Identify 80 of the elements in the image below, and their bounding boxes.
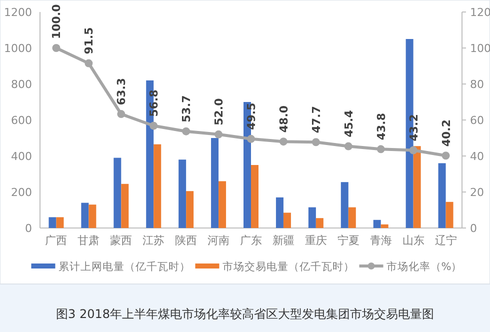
bar [348,207,356,228]
y2-tick-label: 120 [470,6,490,19]
y2-tick-label: 60 [470,114,484,127]
point [376,145,385,154]
point [150,122,158,130]
y-tick-label: 600 [11,114,32,127]
x-tick-label: 河南 [208,234,230,247]
point [344,142,352,150]
point [247,134,255,143]
x-tick-label: 辽宁 [434,234,457,247]
bar [114,158,122,228]
y-tick-label: 400 [11,150,32,163]
text: 图3 2018年上半年煤电市场化率较高省区大型发电集团市场交易电量图 [56,307,434,321]
data-label: 63.3 [115,78,128,106]
bar [211,138,219,228]
bar [413,146,421,228]
data-label: 91.5 [82,27,96,54]
data-label: 53.7 [180,95,194,122]
y-tick-label: 0 [25,222,32,235]
bar [218,181,226,228]
x-tick-label: 广东 [240,234,262,247]
point [214,130,223,138]
bar [154,144,162,228]
data-label: 49.5 [245,102,258,130]
x-tick-label: 广西 [45,234,68,247]
point [117,110,126,118]
data-label: 56.8 [148,90,161,117]
y-tick-label: 1000 [4,42,32,55]
x-tick-label: 甘肃 [78,234,100,247]
bar [178,160,186,228]
bar [316,218,324,228]
y-tick-label: 800 [11,78,32,91]
legend-label: 市场交易电量（亿千瓦时） [222,260,354,273]
bar [340,182,348,228]
point [409,146,418,154]
data-label: 43.2 [407,114,420,142]
bar [186,191,194,228]
x-tick-label: 青海 [370,234,392,247]
bar [308,207,316,228]
bar [380,224,388,228]
y-tick-label: 1200 [4,6,32,19]
y2-tick-label: 100 [470,42,490,55]
bar [121,184,129,228]
point [312,138,320,146]
data-label: 43.8 [374,113,388,140]
point [279,138,288,146]
point [182,127,190,136]
bar [48,217,56,228]
y2-tick-label: 40 [470,150,484,163]
y2-tick-label: 0 [470,222,477,235]
x-tick-label: 山东 [402,234,424,247]
data-label: 45.4 [342,110,356,138]
x-tick-label: 宁夏 [337,234,360,247]
data-label: 40.2 [440,120,453,147]
bar [56,217,64,228]
point [442,152,450,160]
bar [446,202,454,228]
x-tick-label: 新疆 [272,234,294,247]
bar [283,212,291,228]
data-label: 100.0 [50,4,64,39]
data-label: 47.7 [310,106,323,134]
y2-tick-label: 80 [470,78,484,91]
point [84,59,93,68]
point [52,44,60,52]
bar [276,197,284,228]
bar [373,220,381,228]
bar [81,202,89,228]
legend-label: 市场化率（%） [386,260,462,273]
data-label: 52.0 [212,98,226,126]
legend-label: 累计上网电量（亿千瓦时） [58,260,190,273]
x-tick-label: 陕西 [175,234,198,247]
data-label: 48.0 [277,105,290,133]
y-tick-label: 200 [11,186,32,199]
x-tick-label: 重庆 [304,234,327,247]
x-tick-label: 蒙西 [110,234,132,247]
x-tick-label: 江苏 [142,234,165,247]
bar [88,204,96,228]
bar [251,165,258,228]
bar [438,163,446,228]
y2-tick-label: 20 [470,186,484,199]
